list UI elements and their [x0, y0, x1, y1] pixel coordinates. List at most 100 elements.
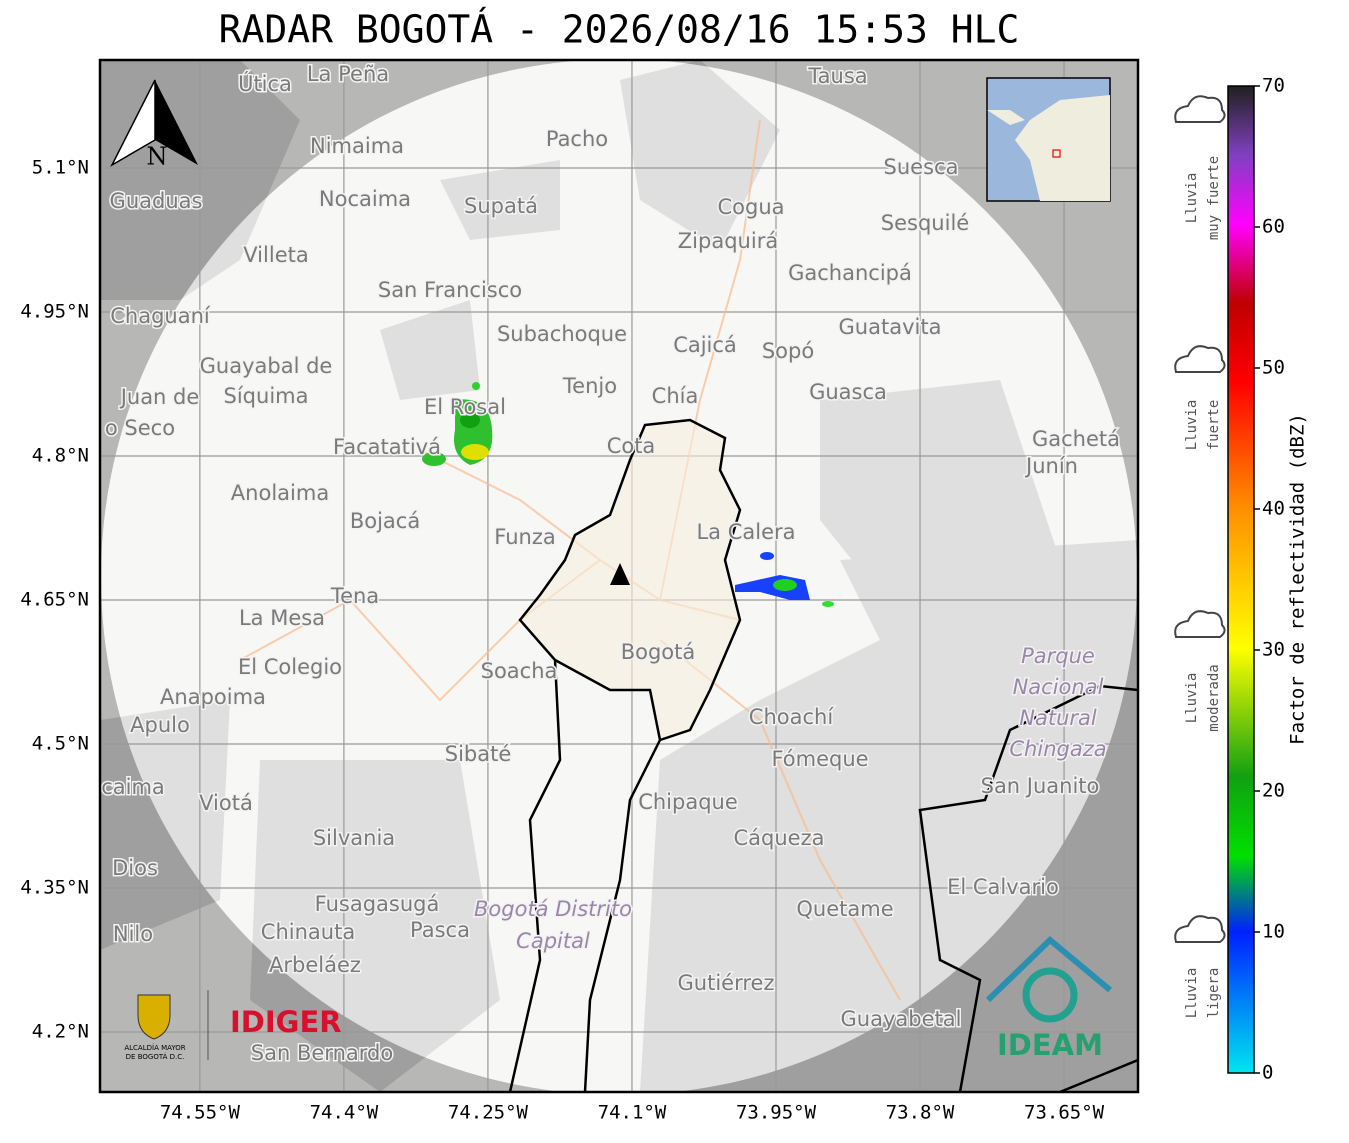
ideam-logo: IDEAM: [985, 935, 1112, 1062]
place-label: Chingaza: [1009, 737, 1106, 761]
place-label: Guatavita: [839, 315, 942, 339]
lon-tick-label: 73.65°W: [1024, 1102, 1105, 1124]
cloud-icon: [1174, 610, 1226, 638]
alcaldia-text: DE BOGOTÁ D.C.: [126, 1052, 185, 1061]
place-label: El Calvario: [947, 875, 1059, 899]
place-label: Gutiérrez: [678, 971, 775, 995]
rain-label: ligera: [1206, 968, 1222, 1019]
place-label: Cogua: [717, 195, 784, 219]
place-label: Apulo: [130, 713, 190, 737]
cloud-icon: [1174, 95, 1226, 123]
lon-tick-label: 74.1°W: [598, 1102, 667, 1124]
place-label: Tausa: [807, 64, 867, 88]
place-label: Suesca: [884, 155, 959, 179]
radar-site: [610, 563, 630, 585]
lat-tick-label: 4.65°N: [20, 589, 89, 611]
colorbar-tick-label: 30: [1262, 639, 1285, 661]
rain-label: fuerte: [1206, 400, 1222, 451]
ideam-text: IDEAM: [997, 1028, 1103, 1062]
title: RADAR BOGOTÁ - 2026/08/16 15:53 HLC: [219, 8, 1020, 52]
colorbar-label: Factor de reflectividad (dBZ): [1287, 413, 1309, 745]
rain-level: Lluvia fuerte: [1174, 345, 1226, 451]
district-boundary: [508, 659, 662, 1092]
place-label: Útica: [238, 71, 292, 96]
place-label: Funza: [494, 525, 555, 549]
lat-tick-label: 4.8°N: [32, 445, 89, 467]
place-label: Guayabetal: [841, 1007, 962, 1031]
lat-tick-label: 4.2°N: [32, 1021, 89, 1043]
rain-level: Lluvia ligera: [1174, 915, 1226, 1019]
lat-tick-label: 4.5°N: [32, 733, 89, 755]
place-label: Gachetá: [1032, 427, 1120, 451]
place-label: La Calera: [696, 520, 795, 544]
place-label: Subachoque: [497, 322, 627, 346]
place-label: La Mesa: [239, 606, 325, 630]
axes: 5.1°N 4.95°N 4.8°N 4.65°N 4.5°N 4.35°N 4.2°N 74…: [20, 157, 1104, 1124]
place-label: Nocaima: [319, 187, 411, 211]
colorbar-ticks: 0 10 20 30 40 50 60 70: [1254, 75, 1285, 1084]
colorbar-tick-label: 20: [1262, 780, 1285, 802]
place-label: Soacha: [481, 659, 558, 683]
north-arrow: N: [110, 79, 198, 171]
idiger-logo: IDIGER: [230, 1005, 342, 1039]
rain-level: Lluvia moderada: [1174, 610, 1226, 732]
cloud-icon: [1174, 345, 1226, 373]
rain-label: moderada: [1206, 664, 1222, 731]
place-label: Tenjo: [562, 374, 617, 398]
place-label: Nimaima: [310, 134, 404, 158]
place-label: Capital: [516, 929, 590, 953]
place-label: Nacional: [1013, 675, 1104, 699]
place-label: Viotá: [199, 791, 253, 815]
colorbar-tick-label: 70: [1262, 75, 1285, 97]
place-label: Bogotá: [621, 640, 696, 664]
place-label: Bojacá: [350, 509, 420, 533]
colorbar: [1227, 85, 1255, 1074]
rain-label: Lluvia: [1184, 673, 1200, 724]
place-label: Fómeque: [771, 747, 868, 771]
alcaldia-text: ALCALDÍA MAYOR: [124, 1043, 185, 1052]
lat-tick-label: 4.95°N: [20, 301, 89, 323]
place-label: Zipaquirá: [678, 229, 778, 253]
place-label: Bogotá Distrito: [474, 897, 632, 921]
place-label: Anapoima: [160, 685, 266, 709]
place-label: Natural: [1019, 706, 1097, 730]
place-label: Cota: [607, 434, 656, 458]
map: La Peña Útica Tausa Pacho Nimaima Guaduas Noca…: [100, 60, 1138, 1092]
colorbar-tick-label: 50: [1262, 357, 1285, 379]
place-label: Juan de: [119, 385, 200, 409]
lat-tick-label: 5.1°N: [32, 157, 89, 179]
place-label: San Juanito: [981, 774, 1100, 798]
place-label: o Seco: [105, 416, 175, 440]
rain-label: Lluvia: [1184, 968, 1200, 1019]
lon-tick-label: 73.95°W: [736, 1102, 817, 1124]
place-label: El Colegio: [238, 655, 342, 679]
place-label: Guayabal de: [200, 354, 333, 378]
lon-tick-label: 74.55°W: [160, 1102, 241, 1124]
place-label: Arbeláez: [269, 953, 361, 977]
map-frame: [98, 58, 1140, 1094]
place-label: Guaduas: [110, 189, 203, 213]
lon-tick-label: 74.4°W: [310, 1102, 379, 1124]
place-label: Cajicá: [673, 333, 737, 357]
place-label: Dios: [112, 856, 158, 880]
place-label: Facatativá: [333, 435, 441, 459]
department-boundary: [918, 684, 1138, 1092]
place-label: Chaguaní: [110, 304, 211, 328]
place-label: Choachí: [749, 705, 835, 729]
cloud-icon: [1174, 915, 1226, 943]
colorbar-tick-label: 0: [1262, 1062, 1273, 1084]
place-label: Chía: [652, 384, 699, 408]
place-label: San Bernardo: [251, 1041, 393, 1065]
place-label: Anolaima: [231, 481, 329, 505]
place-label: Quetame: [796, 897, 893, 921]
colorbar-tick-label: 10: [1262, 921, 1285, 943]
place-label: Parque: [1021, 644, 1095, 668]
colorbar-tick-label: 40: [1262, 498, 1285, 520]
place-label: Supatá: [464, 194, 538, 218]
lon-tick-label: 74.25°W: [448, 1102, 529, 1124]
bogota-boundary: [518, 418, 742, 742]
place-label: Sopó: [762, 339, 814, 363]
place-labels: La Peña Útica Tausa Pacho Nimaima Guaduas Noca…: [100, 61, 1122, 1067]
alcaldia-logo: ALCALDÍA MAYOR DE BOGOTÁ D.C. IDIGER: [124, 990, 342, 1061]
